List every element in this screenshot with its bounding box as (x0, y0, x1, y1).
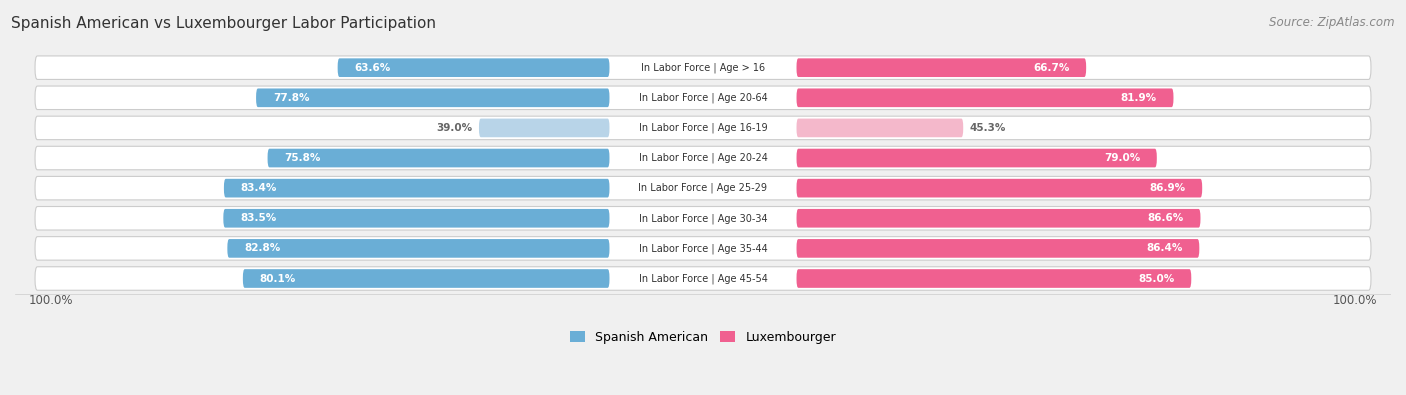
Text: In Labor Force | Age 20-64: In Labor Force | Age 20-64 (638, 92, 768, 103)
Text: 81.9%: 81.9% (1121, 93, 1157, 103)
Text: 82.8%: 82.8% (245, 243, 280, 253)
FancyBboxPatch shape (35, 86, 1371, 109)
Text: 86.4%: 86.4% (1146, 243, 1182, 253)
FancyBboxPatch shape (35, 237, 1371, 260)
FancyBboxPatch shape (797, 209, 1201, 228)
FancyBboxPatch shape (224, 179, 609, 198)
FancyBboxPatch shape (35, 146, 1371, 170)
Text: In Labor Force | Age 25-29: In Labor Force | Age 25-29 (638, 183, 768, 194)
Text: In Labor Force | Age 20-24: In Labor Force | Age 20-24 (638, 153, 768, 163)
FancyBboxPatch shape (267, 149, 609, 167)
Text: 77.8%: 77.8% (273, 93, 309, 103)
FancyBboxPatch shape (243, 269, 609, 288)
Text: 66.7%: 66.7% (1033, 63, 1070, 73)
FancyBboxPatch shape (35, 56, 1371, 79)
FancyBboxPatch shape (337, 58, 609, 77)
FancyBboxPatch shape (228, 239, 609, 258)
Text: Spanish American vs Luxembourger Labor Participation: Spanish American vs Luxembourger Labor P… (11, 16, 436, 31)
Text: 86.6%: 86.6% (1147, 213, 1184, 223)
FancyBboxPatch shape (256, 88, 609, 107)
Text: In Labor Force | Age 35-44: In Labor Force | Age 35-44 (638, 243, 768, 254)
Text: In Labor Force | Age 30-34: In Labor Force | Age 30-34 (638, 213, 768, 224)
Text: 80.1%: 80.1% (260, 273, 295, 284)
Legend: Spanish American, Luxembourger: Spanish American, Luxembourger (565, 326, 841, 349)
Text: 85.0%: 85.0% (1139, 273, 1174, 284)
FancyBboxPatch shape (797, 269, 1191, 288)
Text: 100.0%: 100.0% (1333, 294, 1378, 307)
Text: 86.9%: 86.9% (1149, 183, 1185, 193)
Text: 75.8%: 75.8% (284, 153, 321, 163)
Text: 63.6%: 63.6% (354, 63, 391, 73)
Text: 83.5%: 83.5% (240, 213, 277, 223)
FancyBboxPatch shape (797, 179, 1202, 198)
FancyBboxPatch shape (35, 177, 1371, 200)
Text: In Labor Force | Age 16-19: In Labor Force | Age 16-19 (638, 123, 768, 133)
FancyBboxPatch shape (797, 149, 1157, 167)
Text: 39.0%: 39.0% (436, 123, 472, 133)
FancyBboxPatch shape (224, 209, 609, 228)
FancyBboxPatch shape (35, 267, 1371, 290)
FancyBboxPatch shape (479, 118, 609, 137)
FancyBboxPatch shape (797, 88, 1174, 107)
Text: 45.3%: 45.3% (970, 123, 1007, 133)
Text: In Labor Force | Age > 16: In Labor Force | Age > 16 (641, 62, 765, 73)
Text: Source: ZipAtlas.com: Source: ZipAtlas.com (1270, 16, 1395, 29)
FancyBboxPatch shape (797, 239, 1199, 258)
Text: 100.0%: 100.0% (28, 294, 73, 307)
FancyBboxPatch shape (797, 118, 963, 137)
Text: 79.0%: 79.0% (1104, 153, 1140, 163)
FancyBboxPatch shape (35, 116, 1371, 140)
Text: 83.4%: 83.4% (240, 183, 277, 193)
FancyBboxPatch shape (35, 207, 1371, 230)
FancyBboxPatch shape (797, 58, 1087, 77)
Text: In Labor Force | Age 45-54: In Labor Force | Age 45-54 (638, 273, 768, 284)
